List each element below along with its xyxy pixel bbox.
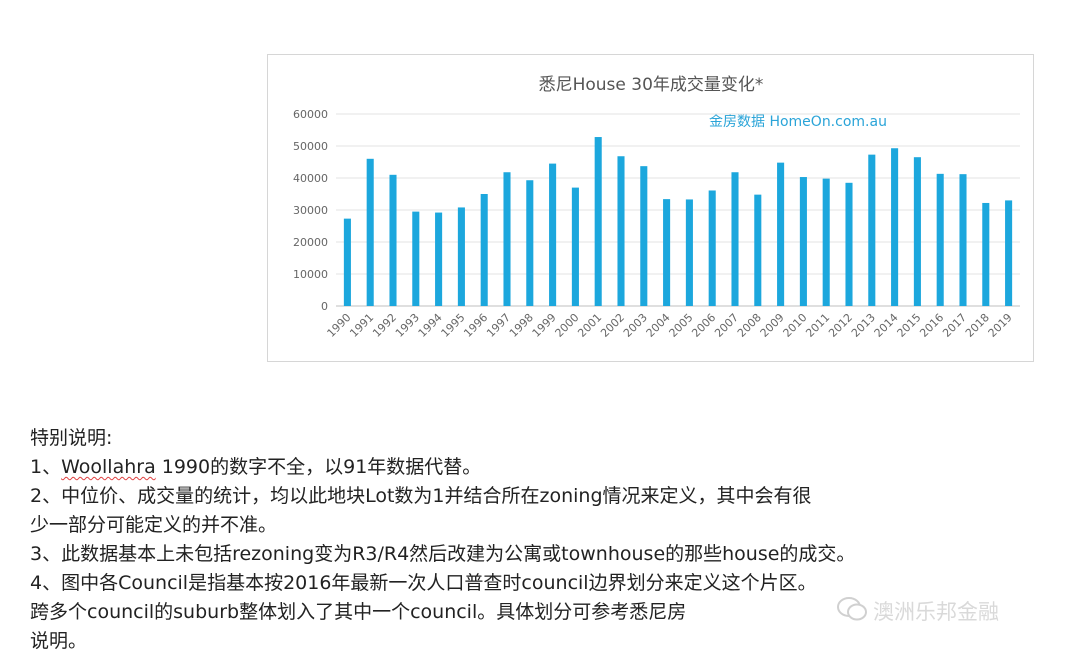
bar-2016: [936, 173, 944, 306]
bar-2017: [959, 174, 967, 306]
bar-2000: [571, 187, 579, 306]
y-tick-label: 0: [321, 300, 328, 313]
bar-1991: [366, 158, 374, 306]
y-tick-label: 60000: [293, 108, 328, 121]
bar-2005: [685, 199, 693, 306]
x-tick-label: 2014: [872, 311, 901, 340]
bar-1992: [389, 174, 397, 306]
x-tick-label: 2011: [803, 311, 832, 340]
bar-2014: [891, 148, 899, 306]
note-item-2-line-1: 2、中位价、成交量的统计，均以此地块Lot数为1并结合所在zoning情况来定义…: [30, 485, 812, 507]
x-tick-label: 2016: [917, 311, 946, 340]
bar-2011: [822, 178, 830, 306]
x-tick-label: 1999: [530, 311, 559, 340]
x-tick-label: 2006: [689, 311, 718, 340]
wechat-logo-text: 澳洲乐邦金融: [873, 600, 999, 624]
x-tick-label: 2003: [621, 311, 650, 340]
bar-1995: [457, 207, 465, 306]
bar-2006: [708, 190, 716, 306]
x-tick-label: 2005: [667, 311, 696, 340]
bar-1997: [503, 172, 511, 306]
x-tick-label: 2010: [781, 311, 810, 340]
x-tick-label: 1998: [507, 311, 536, 340]
bar-2019: [1005, 200, 1013, 306]
y-axis-ticks: 0 10000 20000 30000 40000 50000 60000: [293, 108, 328, 313]
y-tick-label: 50000: [293, 140, 328, 153]
note-item-1: 1、Woollahra 1990的数字不全，以91年数据代替。: [30, 453, 1070, 482]
bar-2018: [982, 202, 990, 306]
note-item-4-line-2: 跨多个council的suburb整体划入了其中一个council。具体划分可参…: [30, 601, 687, 623]
x-tick-label: 2004: [644, 311, 673, 340]
bar-2012: [845, 182, 853, 306]
x-tick-label: 1995: [439, 311, 468, 340]
y-tick-label: 40000: [293, 172, 328, 185]
x-tick-label: 2017: [940, 311, 969, 340]
note-item-1-prefix: 1、: [30, 456, 62, 478]
x-tick-label: 2001: [575, 311, 604, 340]
bar-1990: [343, 218, 351, 306]
chart-panel: 悉尼House 30年成交量变化* 金房数据 HomeOn.com.au 0 10…: [267, 54, 1034, 362]
x-tick-label: 2012: [826, 311, 855, 340]
note-item-4-line-1: 4、图中各Council是指基本按2016年最新一次人口普查时council边界…: [30, 572, 817, 594]
bar-2010: [799, 177, 807, 306]
x-tick-label: 1996: [461, 311, 490, 340]
x-tick-label: 1993: [393, 311, 422, 340]
bar-2009: [777, 162, 785, 306]
x-tick-label: 1992: [370, 311, 399, 340]
x-tick-label: 1994: [416, 311, 445, 340]
bar-2015: [913, 157, 921, 306]
wechat-icon: [837, 597, 867, 621]
note-item-1-rest: 1990的数字不全，以91年数据代替。: [155, 456, 482, 478]
x-tick-label: 1990: [325, 311, 354, 340]
bar-chart: 悉尼House 30年成交量变化* 金房数据 HomeOn.com.au 0 10…: [293, 75, 1020, 340]
bar-2003: [640, 166, 648, 306]
x-axis-ticks: 1990199119921993199419951996199719981999…: [325, 311, 1015, 340]
bar-2001: [594, 137, 602, 306]
x-tick-label: 2018: [963, 311, 992, 340]
note-item-2-line-2: 少一部分可能定义的并不准。: [30, 514, 278, 536]
bars: [343, 137, 1013, 306]
bar-1999: [549, 163, 557, 306]
note-item-4-line-3: 说明。: [30, 630, 88, 652]
chart-watermark: 金房数据 HomeOn.com.au: [709, 114, 887, 130]
note-item-1-word: Woollahra: [61, 456, 156, 478]
chart-title: 悉尼House 30年成交量变化*: [539, 75, 764, 95]
bar-2008: [754, 194, 762, 306]
wechat-watermark-logo: 澳洲乐邦金融: [833, 592, 1043, 628]
x-tick-label: 1997: [484, 311, 513, 340]
x-tick-label: 1991: [347, 311, 376, 340]
y-tick-label: 30000: [293, 204, 328, 217]
bar-2004: [663, 199, 671, 306]
x-tick-label: 2007: [712, 311, 741, 340]
x-tick-label: 2008: [735, 311, 764, 340]
notes-section: 特别说明: 1、Woollahra 1990的数字不全，以91年数据代替。 2、…: [30, 424, 1070, 656]
x-tick-label: 2015: [895, 311, 924, 340]
y-tick-label: 10000: [293, 268, 328, 281]
y-tick-label: 20000: [293, 236, 328, 249]
x-tick-label: 2013: [849, 311, 878, 340]
bar-2013: [868, 154, 876, 306]
gridlines: [336, 113, 1020, 307]
bar-1996: [480, 194, 488, 306]
bar-2002: [617, 156, 625, 306]
x-tick-label: 2002: [598, 311, 627, 340]
note-item-3: 3、此数据基本上未包括rezoning变为R3/R4然后改建为公寓或townho…: [30, 543, 856, 565]
bar-1998: [526, 180, 534, 306]
notes-heading: 特别说明:: [30, 427, 113, 449]
bar-1993: [412, 211, 420, 306]
bar-1994: [435, 212, 443, 306]
x-tick-label: 2000: [553, 311, 582, 340]
x-tick-label: 2009: [758, 311, 787, 340]
bar-2007: [731, 172, 739, 306]
x-tick-label: 2019: [986, 311, 1015, 340]
